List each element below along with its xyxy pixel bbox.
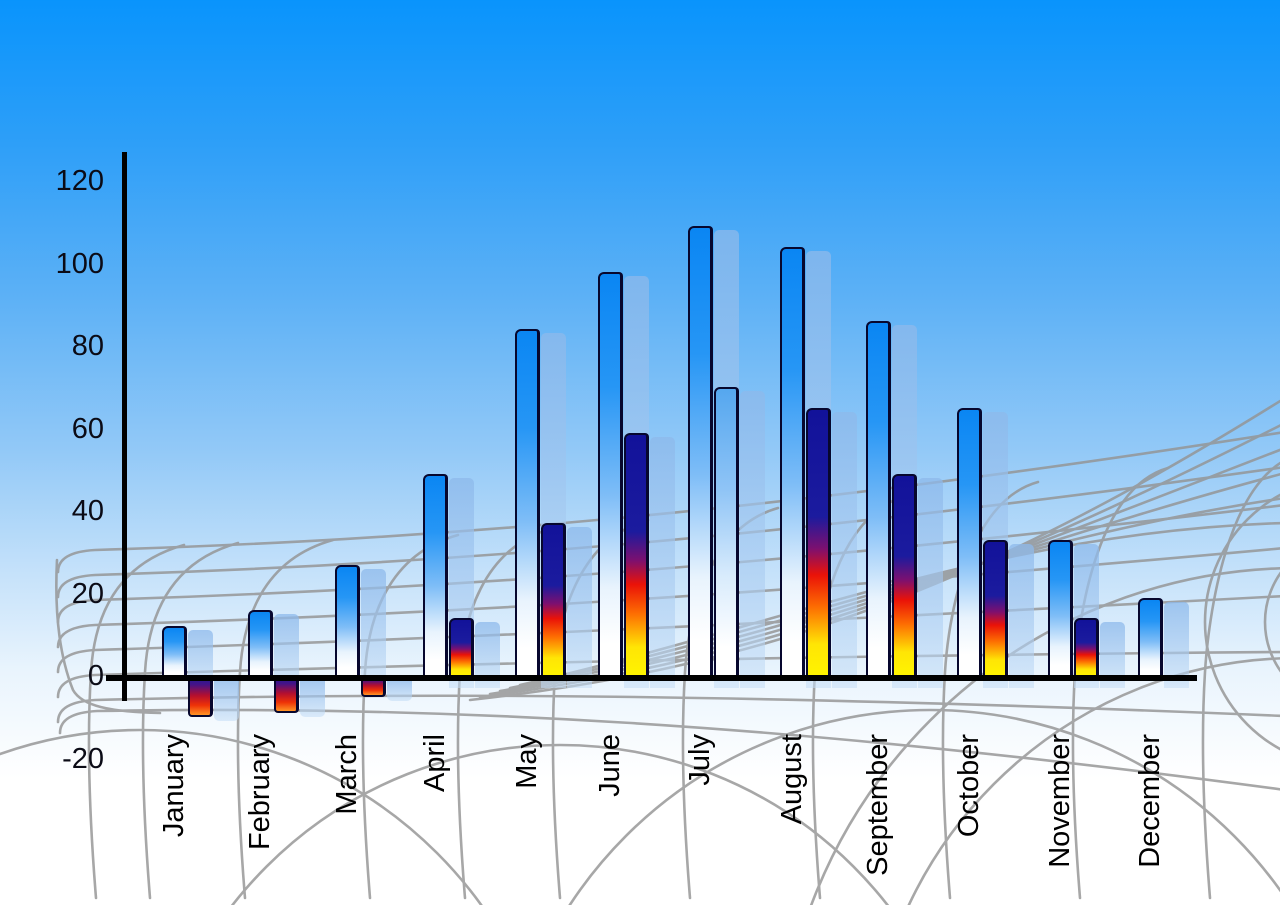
x-axis-label-december: December [1134,734,1166,868]
y-axis-tick-120: 120 [55,165,104,197]
y-axis-line [122,152,127,701]
bar-secondary-november [1074,618,1099,676]
y-axis-tick-20: 20 [71,577,104,610]
x-axis-label-march: March [331,734,363,815]
bar-primary-may [515,329,540,676]
x-axis-label-july: July [684,734,716,786]
bar-shadow-secondary-january [214,680,239,721]
bar-shadow-secondary-march [387,680,412,701]
bar-secondary-october [983,540,1008,676]
bar-secondary-may [541,523,566,676]
bar-secondary-july [714,387,739,676]
x-axis-label-october: October [953,734,985,838]
x-axis-label-june: June [594,734,626,797]
x-axis-label-september: September [862,734,894,876]
bar-shadow-secondary-february [300,680,325,717]
bar-secondary-january [188,676,213,717]
y-axis-tick-0: 0 [87,660,104,692]
bar-primary-march [335,565,360,676]
bar-shadow-secondary-june [650,437,675,688]
bar-shadow-secondary-september [918,478,943,688]
bar-secondary-april [449,618,474,676]
bar-secondary-june [624,433,649,676]
bar-primary-august [780,247,805,676]
bar-shadow-primary-december [1164,602,1189,688]
bar-primary-october [957,408,982,676]
x-axis-baseline [106,675,1197,681]
bar-secondary-august [806,408,831,676]
bar-primary-september [866,321,891,676]
bar-shadow-secondary-july [740,391,765,688]
x-axis-label-november: November [1044,734,1076,868]
x-axis-label-february: February [244,734,276,851]
bar-primary-february [248,610,273,676]
bar-shadow-secondary-august [832,412,857,688]
y-axis-tick-40: 40 [71,495,104,527]
bar-primary-november [1048,540,1073,676]
y-axis-tick--20: -20 [62,742,104,775]
y-axis-tick-100: 100 [55,247,104,280]
bar-shadow-secondary-may [567,527,592,688]
bar-secondary-september [892,474,917,676]
bar-primary-january [162,626,187,676]
bar-primary-july [688,226,713,676]
x-axis-label-january: January [158,734,190,838]
x-axis-label-april: April [419,734,451,793]
x-axis-label-august: August [776,734,808,825]
bar-secondary-march [361,676,386,697]
y-axis-tick-60: 60 [71,412,104,445]
bar-shadow-primary-march [361,569,386,688]
y-axis-tick-80: 80 [71,330,104,362]
bar-shadow-secondary-october [1009,544,1034,688]
bar-secondary-february [274,676,299,713]
x-axis-label-may: May [511,734,543,789]
bar-primary-june [598,272,623,676]
bar-primary-april [423,474,448,676]
bar-primary-december [1138,598,1163,676]
